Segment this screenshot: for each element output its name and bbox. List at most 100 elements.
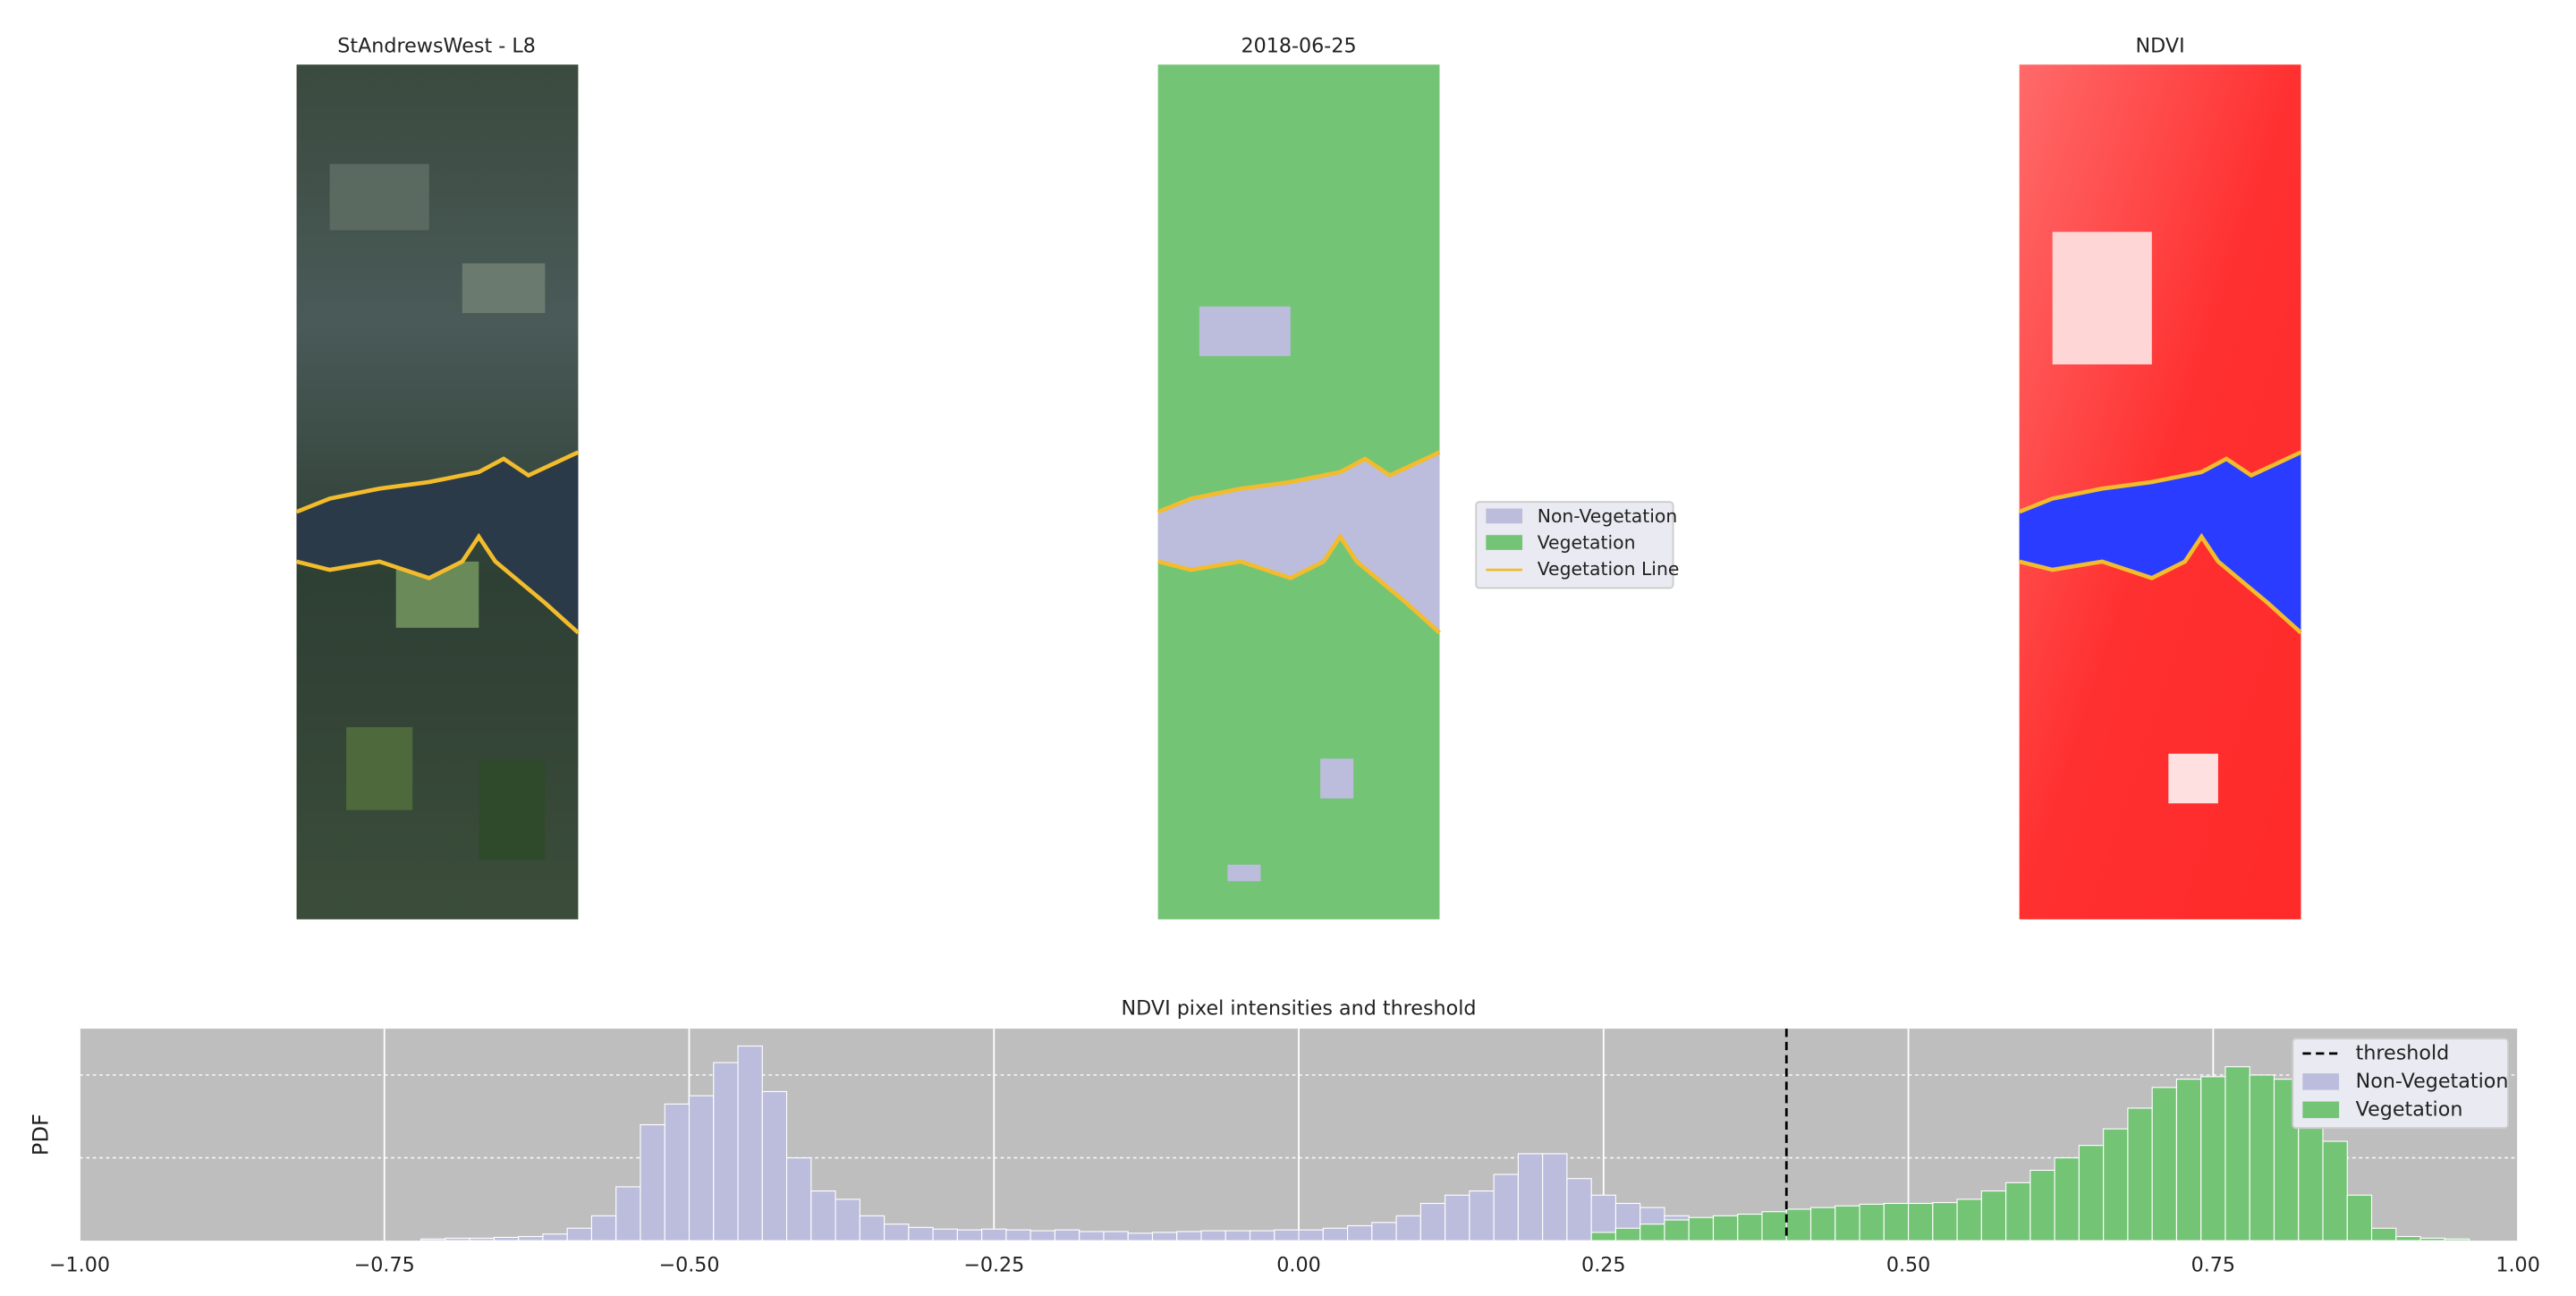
bar xyxy=(2200,1076,2226,1241)
bar xyxy=(1614,1227,1641,1241)
bar xyxy=(1664,1219,1690,1241)
patch xyxy=(1227,864,1261,882)
bar xyxy=(1274,1229,1300,1241)
legend-box xyxy=(1475,501,1674,589)
bar xyxy=(1151,1232,1178,1241)
bar xyxy=(2127,1107,2153,1241)
river xyxy=(2019,452,2301,633)
bar xyxy=(1249,1230,1275,1241)
bar xyxy=(566,1227,593,1241)
bar xyxy=(932,1228,958,1241)
bar xyxy=(2249,1074,2275,1241)
bar xyxy=(2005,1182,2031,1241)
bar xyxy=(956,1229,983,1241)
bar xyxy=(1932,1201,1958,1241)
bar xyxy=(1566,1178,1592,1241)
bar xyxy=(1005,1229,1031,1241)
bar xyxy=(542,1233,568,1241)
bar xyxy=(2395,1235,2421,1241)
bar xyxy=(785,1156,812,1241)
bar xyxy=(1103,1231,1129,1241)
bar xyxy=(2078,1145,2105,1241)
bar xyxy=(2103,1128,2129,1241)
bar xyxy=(2151,1087,2178,1241)
bar xyxy=(1785,1208,1812,1241)
bar xyxy=(1493,1173,1519,1241)
bar xyxy=(1127,1232,1154,1241)
bar xyxy=(1712,1215,1739,1241)
bar xyxy=(737,1045,763,1241)
x-tick-label: 0.50 xyxy=(1886,1253,1930,1276)
bar xyxy=(1200,1230,1226,1241)
bar xyxy=(640,1123,665,1241)
bar xyxy=(1395,1215,1421,1241)
bar xyxy=(1347,1224,1373,1241)
bar xyxy=(981,1228,1007,1241)
river xyxy=(296,452,579,633)
bar xyxy=(1176,1231,1202,1241)
bar xyxy=(1371,1222,1397,1241)
bar xyxy=(420,1238,446,1241)
x-tick-label: 0.25 xyxy=(1581,1253,1625,1276)
x-tick-label: −0.75 xyxy=(354,1253,415,1276)
bar xyxy=(1737,1213,1763,1241)
bar xyxy=(2029,1169,2055,1241)
bar xyxy=(445,1237,470,1241)
legend-label: Non-Vegetation xyxy=(2356,1070,2509,1093)
bar xyxy=(1419,1202,1446,1241)
panel-title: 2018-06-25 xyxy=(1241,34,1356,57)
panel-title: StAndrewsWest - L8 xyxy=(337,34,536,57)
legend-label: Vegetation xyxy=(2356,1097,2463,1121)
river xyxy=(1157,452,1440,633)
bar xyxy=(1688,1216,1715,1241)
bar xyxy=(810,1190,836,1241)
bar xyxy=(1054,1229,1080,1241)
legend-patch xyxy=(2302,1101,2340,1119)
bar xyxy=(1956,1199,1982,1241)
x-tick-label: −1.00 xyxy=(49,1253,110,1276)
bar xyxy=(1761,1211,1787,1241)
bar xyxy=(761,1090,788,1241)
legend-label: threshold xyxy=(2356,1041,2450,1064)
chart-title: NDVI pixel intensities and threshold xyxy=(1122,996,1477,1020)
legend-label: Vegetation xyxy=(1538,531,1636,553)
bar xyxy=(2224,1066,2250,1241)
bar xyxy=(1469,1190,1495,1241)
bar xyxy=(2054,1156,2080,1241)
bar xyxy=(1590,1232,1616,1241)
histogram: −1.00 −0.75 −0.50 −0.25 0.00 0.25 0.50 0.75 1.00… xyxy=(49,1029,2540,1276)
bar xyxy=(1908,1202,1934,1241)
bar xyxy=(1859,1203,1885,1241)
bar xyxy=(2444,1238,2470,1241)
bar xyxy=(1980,1190,2007,1241)
field xyxy=(329,164,429,231)
bar xyxy=(1835,1205,1860,1241)
bar xyxy=(664,1103,691,1241)
image-panels xyxy=(295,64,2303,919)
vegetation-line xyxy=(1157,450,1441,514)
bar xyxy=(1445,1194,1470,1241)
x-tick-label: 0.75 xyxy=(2191,1253,2235,1276)
bar xyxy=(469,1237,495,1241)
bar xyxy=(1517,1153,1544,1241)
vegetation-line xyxy=(295,450,580,514)
bar xyxy=(1298,1229,1324,1241)
bar xyxy=(1809,1207,1836,1241)
bar xyxy=(2175,1079,2202,1241)
patch xyxy=(2168,753,2218,804)
bar xyxy=(590,1215,617,1241)
bar xyxy=(2370,1227,2397,1241)
legend-box xyxy=(2292,1038,2509,1130)
x-tick-label: −0.50 xyxy=(658,1253,719,1276)
bar xyxy=(1079,1231,1105,1241)
map-legend: Non-Vegetation Vegetation Vegetation Lin… xyxy=(1475,501,1679,589)
bar xyxy=(1224,1230,1251,1241)
vegetation-line xyxy=(2018,450,2302,514)
field xyxy=(346,727,413,810)
x-tick-label: 0.00 xyxy=(1276,1253,1320,1276)
legend-patch xyxy=(2302,1073,2340,1090)
vegetation-line xyxy=(1157,532,1442,635)
patch xyxy=(2052,232,2152,365)
bar xyxy=(615,1186,641,1241)
